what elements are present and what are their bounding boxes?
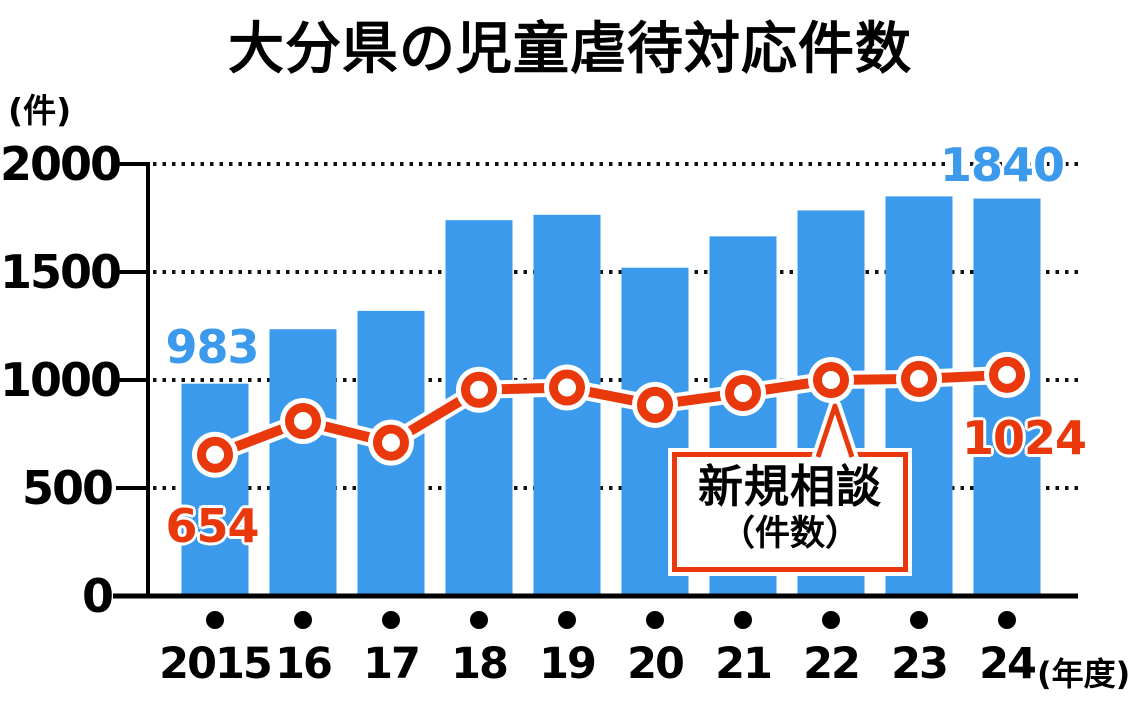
x-axis-label-22: 22 [803,639,861,689]
y-axis-label-500: 500 [21,461,114,515]
y-axis-label-2000: 2000 [0,137,122,191]
line-point-22 [808,357,854,403]
line-point-19 [544,364,590,411]
x-axis-dot-2015 [206,611,224,629]
callout-pointer-icon [811,399,859,462]
line-point-16 [280,398,326,445]
line-value-label-2015: 654 [165,499,259,553]
line-series-callout: 新規相談 （件数） [672,452,908,572]
x-axis-dot-24 [998,611,1016,629]
x-axis-dot-23 [910,611,928,629]
line-point-18 [456,366,502,413]
bar-value-label-2015: 983 [165,320,259,374]
line-point-17 [368,419,414,466]
callout-text-line2: （件数） [719,514,860,554]
bar-value-label-24: 1840 [939,138,1065,192]
y-axis-unit-label: (件) [8,91,72,130]
line-point-21 [720,369,766,416]
x-axis-label-20: 20 [627,639,685,689]
line-value-label-24: 1024 [961,411,1087,465]
y-axis-label-1500: 1500 [0,245,122,299]
x-axis-unit-label: (年度) [1037,655,1131,693]
x-axis-label-2015: 2015 [159,639,273,689]
x-axis-dot-22 [822,611,840,629]
callout-text-line1: 新規相談 [697,460,882,513]
line-series [213,369,1008,460]
x-axis-label-19: 19 [539,639,597,689]
x-axis-dot-21 [734,611,752,629]
x-axis-dot-16 [294,611,312,629]
line-point-2015 [192,431,238,478]
bar-2015 [181,383,249,596]
y-axis-label-0: 0 [81,569,114,623]
x-axis-dot-19 [558,611,576,629]
x-axis-dot-20 [646,611,664,629]
line-point-23 [896,355,942,402]
line-point-24 [984,351,1030,398]
y-axis-label-1000: 1000 [0,353,122,407]
bar-16 [269,329,337,596]
x-axis-label-23: 23 [891,639,949,689]
chart-title: 大分県の児童虐待対応件数 [228,17,912,82]
x-axis-dot-18 [470,611,488,629]
x-axis-label-18: 18 [451,639,509,689]
x-axis-label-24: 24 [979,639,1037,689]
x-axis-label-17: 17 [363,639,421,689]
x-axis-label-16: 16 [275,639,333,689]
x-axis-dot-17 [382,611,400,629]
x-axis-label-21: 21 [715,639,773,689]
line-point-20 [632,381,678,428]
